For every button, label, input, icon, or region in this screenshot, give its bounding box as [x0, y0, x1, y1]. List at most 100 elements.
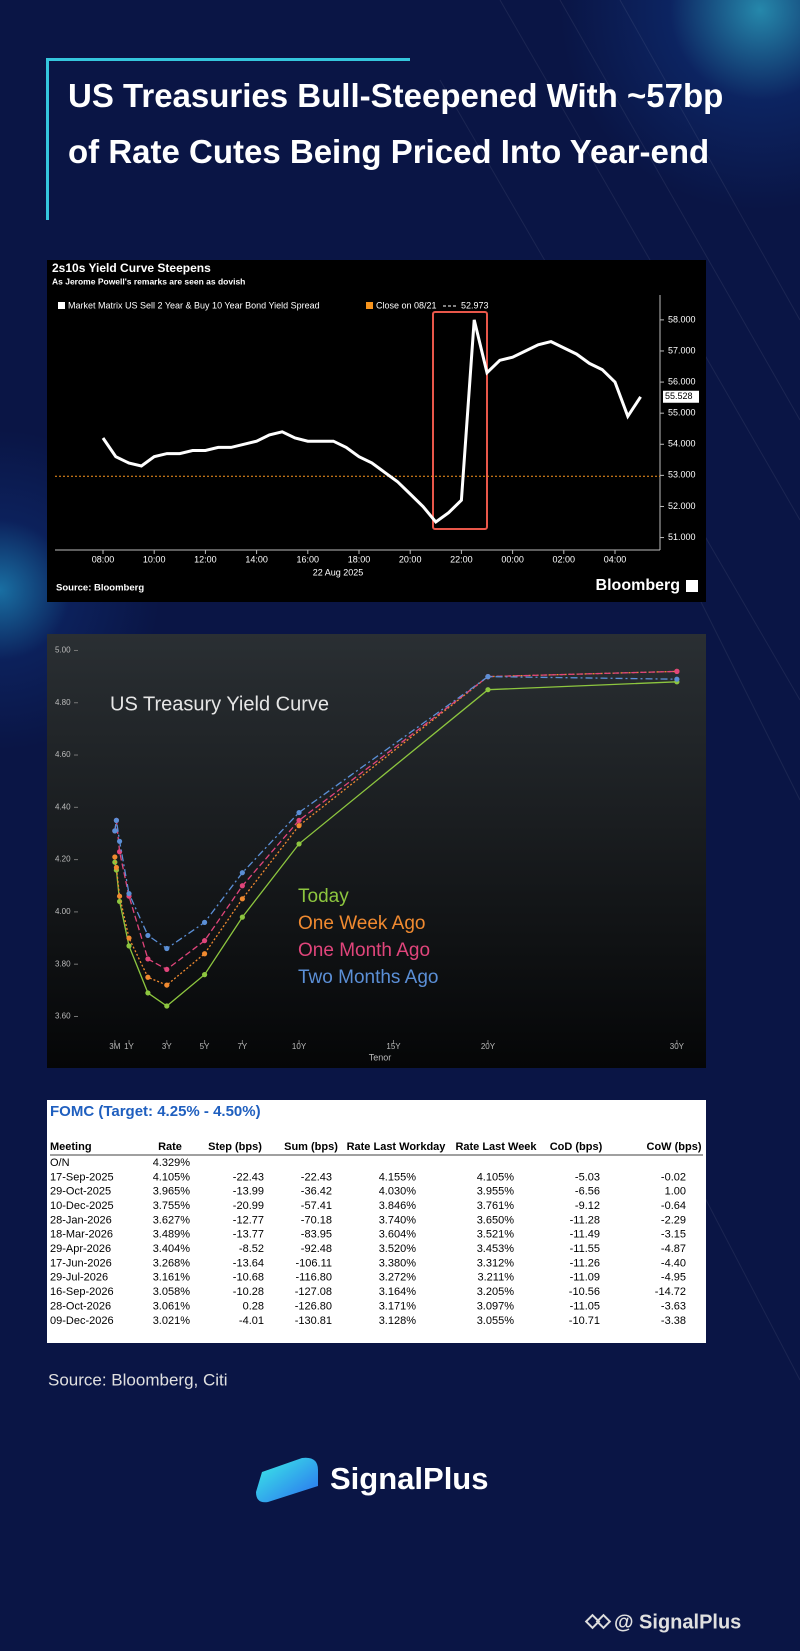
- x-tick-label: 20:00: [399, 554, 422, 564]
- table-cell: 3.272%: [379, 1272, 417, 1284]
- legend-label: Two Months Ago: [298, 967, 438, 988]
- x-tick-label: 14:00: [245, 554, 268, 564]
- table-cell: -3.63: [661, 1300, 686, 1312]
- x-tick-label: 15Y: [386, 1042, 401, 1051]
- table-cell: -12.77: [233, 1214, 264, 1226]
- table-header: Rate Last Week: [455, 1141, 537, 1153]
- header-accent: [46, 60, 49, 220]
- table-cell: 28-Oct-2026: [50, 1300, 111, 1312]
- table-cell: 18-Mar-2026: [50, 1229, 113, 1241]
- table-cell: 3.650%: [477, 1214, 515, 1226]
- y-tick-label: 4.00: [55, 907, 71, 916]
- table-cell: 28-Jan-2026: [50, 1214, 112, 1226]
- table-cell: 3.755%: [153, 1200, 191, 1212]
- table-cell: 3.627%: [153, 1214, 191, 1226]
- table-cell: 3.164%: [379, 1286, 417, 1298]
- series-marker: [296, 809, 302, 816]
- chart1-bg: [47, 260, 706, 602]
- series-marker: [239, 870, 245, 876]
- y-tick-label: 55.000: [668, 408, 696, 418]
- chart-source: Source: Bloomberg: [56, 583, 144, 594]
- last-value-label: 55.528: [665, 391, 693, 401]
- series-marker: [113, 864, 120, 871]
- table-cell: -83.95: [301, 1229, 332, 1241]
- series-marker: [126, 943, 132, 949]
- table-cell: -0.64: [661, 1200, 686, 1212]
- table-cell: 0.28: [243, 1300, 264, 1312]
- table-cell: 4.105%: [153, 1171, 191, 1183]
- table-cell: 17-Sep-2025: [50, 1171, 114, 1183]
- table-cell: -8.52: [239, 1243, 264, 1255]
- series-marker: [296, 823, 302, 829]
- watermark: @ SignalPlus: [614, 1611, 741, 1633]
- table-header: Rate: [158, 1141, 182, 1153]
- y-tick-label: 54.000: [668, 439, 696, 449]
- x-tick-label: 08:00: [92, 554, 115, 564]
- y-tick-label: 4.60: [55, 750, 71, 759]
- table-header: Sum (bps): [284, 1141, 338, 1153]
- x-tick-label: 10:00: [143, 554, 166, 564]
- y-tick-label: 58.000: [668, 314, 696, 324]
- chart-subtitle: As Jerome Powell's remarks are seen as d…: [52, 276, 245, 286]
- series-marker: [296, 841, 302, 847]
- table-cell: -11.26: [570, 1257, 600, 1269]
- table-cell: -127.08: [295, 1286, 332, 1298]
- table-cell: -9.12: [575, 1200, 600, 1212]
- table-cell: 3.205%: [477, 1286, 515, 1298]
- legend-label: Today: [298, 886, 349, 907]
- table-cell: 3.312%: [477, 1257, 515, 1269]
- table-cell: 3.955%: [477, 1186, 515, 1198]
- series-marker: [239, 883, 245, 889]
- table-cell: -13.64: [233, 1257, 264, 1269]
- table-cell: 3.211%: [478, 1272, 515, 1284]
- series-marker: [112, 854, 118, 860]
- table-cell: -10.68: [233, 1272, 264, 1284]
- table-header: CoD (bps): [550, 1141, 603, 1153]
- table-cell: 3.058%: [153, 1286, 191, 1298]
- series-marker: [145, 990, 151, 996]
- x-tick-label: 3Y: [162, 1042, 172, 1051]
- series-marker: [126, 935, 132, 941]
- series-marker: [164, 1003, 170, 1009]
- table-cell: -5.03: [575, 1171, 600, 1183]
- table-cell: 4.105%: [477, 1171, 515, 1183]
- chart-brand: Bloomberg: [596, 577, 680, 594]
- table-bg: [47, 1100, 706, 1343]
- watermark-icon: [584, 1613, 612, 1630]
- table-cell: -22.43: [233, 1171, 264, 1183]
- x-tick-label: 20Y: [481, 1042, 496, 1051]
- series-marker: [145, 974, 151, 980]
- table-cell: 3.846%: [379, 1200, 417, 1212]
- chart2-bg: [47, 634, 706, 1068]
- table-cell: 3.453%: [477, 1243, 515, 1255]
- table-cell: -4.01: [239, 1315, 264, 1327]
- x-tick-label: 18:00: [348, 554, 371, 564]
- series-marker: [239, 896, 245, 902]
- highlight-box: [432, 311, 488, 530]
- x-tick-label: 16:00: [297, 554, 320, 564]
- table-cell: 4.030%: [379, 1186, 417, 1198]
- bloomberg-icon: [686, 580, 698, 592]
- legend-label: Close on 08/21: [376, 300, 437, 310]
- legend-label: Market Matrix US Sell 2 Year & Buy 10 Ye…: [68, 300, 320, 310]
- table-header: Meeting: [50, 1141, 92, 1153]
- series-marker: [126, 890, 132, 897]
- table-cell: 1.00: [665, 1186, 686, 1198]
- series-marker: [112, 859, 118, 865]
- y-tick-label: 57.000: [668, 345, 696, 355]
- y-tick-label: 5.00: [55, 646, 71, 655]
- table-cell: 3.268%: [153, 1257, 191, 1269]
- table-cell: 3.061%: [153, 1300, 191, 1312]
- table-cell: 3.520%: [379, 1243, 417, 1255]
- series-marker: [485, 687, 491, 693]
- header-accent: [46, 58, 410, 61]
- series-marker: [113, 817, 120, 823]
- table-cell: 3.171%: [379, 1300, 417, 1312]
- table-cell: -4.95: [661, 1272, 686, 1284]
- table-cell: -70.18: [301, 1214, 332, 1226]
- legend-swatch: [58, 302, 65, 309]
- y-tick-label: 52.000: [668, 501, 696, 511]
- source: Source: Bloomberg, Citi: [48, 1370, 228, 1389]
- table-cell: 3.521%: [477, 1229, 515, 1241]
